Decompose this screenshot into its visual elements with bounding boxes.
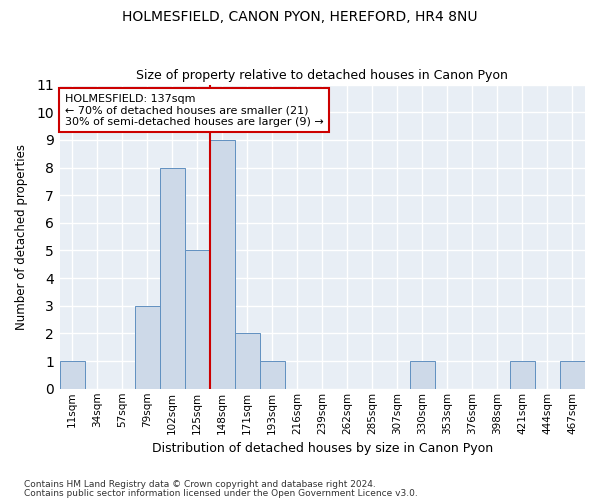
Bar (510, 361, 535, 389)
Bar (160, 168, 185, 389)
Bar (410, 361, 435, 389)
Text: Contains public sector information licensed under the Open Government Licence v3: Contains public sector information licen… (24, 490, 418, 498)
Bar (235, 334, 260, 389)
Bar (185, 250, 210, 389)
Text: Contains HM Land Registry data © Crown copyright and database right 2024.: Contains HM Land Registry data © Crown c… (24, 480, 376, 489)
Bar (210, 140, 235, 389)
Title: Size of property relative to detached houses in Canon Pyon: Size of property relative to detached ho… (136, 69, 508, 82)
Bar (134, 306, 160, 389)
Bar (560, 361, 585, 389)
Text: HOLMESFIELD: 137sqm
← 70% of detached houses are smaller (21)
30% of semi-detach: HOLMESFIELD: 137sqm ← 70% of detached ho… (65, 94, 323, 127)
Y-axis label: Number of detached properties: Number of detached properties (15, 144, 28, 330)
Bar (59, 361, 85, 389)
Text: HOLMESFIELD, CANON PYON, HEREFORD, HR4 8NU: HOLMESFIELD, CANON PYON, HEREFORD, HR4 8… (122, 10, 478, 24)
Bar (260, 361, 285, 389)
X-axis label: Distribution of detached houses by size in Canon Pyon: Distribution of detached houses by size … (152, 442, 493, 455)
